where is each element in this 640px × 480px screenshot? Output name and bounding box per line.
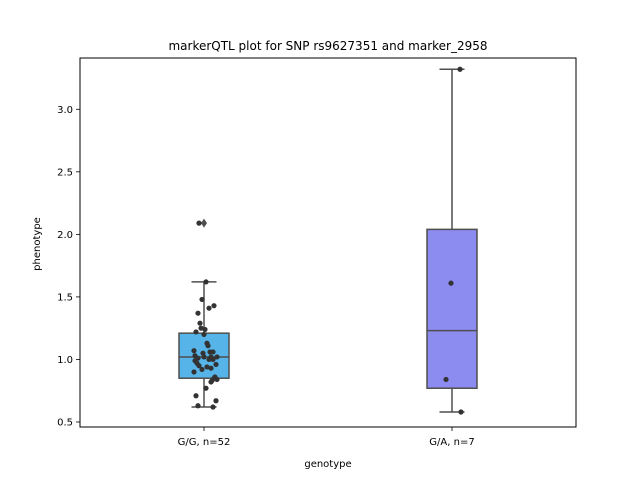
data-point [199,366,205,373]
y-tick-label: 2.5 [57,167,73,178]
data-point [206,356,212,363]
y-axis-label: phenotype [32,217,43,271]
data-point [214,376,220,383]
data-point [203,279,209,285]
x-tick-label: G/A, n=7 [429,437,474,448]
box-group [426,66,478,415]
y-tick-label: 3.0 [57,105,73,116]
plot-frame [79,57,577,428]
plot-area [178,66,478,415]
data-point [198,325,204,331]
data-point [210,404,216,410]
data-point [458,409,464,415]
x-axis-label: genotype [304,459,351,470]
y-axis: 0.5 1.0 1.5 2.0 2.5 3.0 [57,105,80,428]
data-point [211,303,217,309]
data-point [208,379,214,385]
data-point [205,343,211,349]
y-tick-label: 0.5 [57,417,73,428]
data-point [214,354,220,360]
data-point [213,361,219,368]
x-tick-label: G/G, n=52 [178,437,231,448]
y-tick-label: 1.5 [57,292,73,303]
data-point [201,331,207,338]
data-point [199,296,205,303]
x-axis: G/G, n=52 G/A, n=7 [178,427,475,448]
data-point [208,365,214,371]
data-point [443,376,449,383]
data-point [195,310,201,316]
data-point [196,220,202,226]
data-point [196,363,202,369]
box-group [178,218,230,410]
data-point [457,66,463,72]
y-tick-label: 2.0 [57,230,73,241]
data-point [210,356,216,363]
y-tick-label: 1.0 [57,355,73,366]
data-point [193,393,199,399]
data-point [191,369,197,375]
data-point [197,320,203,326]
data-point [201,354,207,360]
chart-title: markerQTL plot for SNP rs9627351 and mar… [168,39,487,53]
data-point [195,403,201,409]
data-point [210,349,216,355]
data-point [213,398,219,404]
data-point [206,305,212,311]
data-point [204,364,210,370]
data-point [191,348,197,354]
data-point [203,385,209,391]
data-point [448,280,454,286]
box-iqr [426,228,478,389]
outlier-marker [201,218,207,228]
data-point [202,326,208,333]
data-point [193,329,199,335]
